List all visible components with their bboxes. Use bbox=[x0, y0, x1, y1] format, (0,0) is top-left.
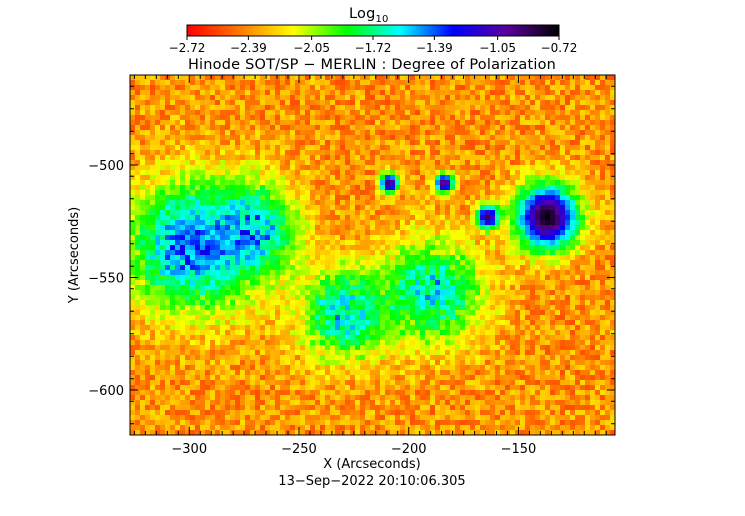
y-tick-label: −550 bbox=[88, 272, 124, 287]
colorbar-tick-label: −1.39 bbox=[416, 41, 453, 55]
colorbar-tick-label: −2.05 bbox=[293, 41, 330, 55]
y-tick-label: −500 bbox=[88, 159, 124, 174]
colorbar-tick-label: −2.39 bbox=[230, 41, 267, 55]
polarization-map bbox=[130, 75, 615, 435]
y-tick-label: −600 bbox=[88, 384, 124, 399]
colorbar-label: Log10 bbox=[349, 6, 389, 25]
x-tick-label: −200 bbox=[391, 442, 427, 457]
colorbar bbox=[187, 25, 559, 36]
timestamp: 13−Sep−2022 20:10:06.305 bbox=[278, 474, 465, 489]
colorbar-ticks: −2.72 −2.39 −2.05 −1.72 −1.39 −1.05 −0.72 bbox=[169, 36, 578, 55]
colorbar-tick-label: −1.05 bbox=[479, 41, 516, 55]
x-tick-label: −300 bbox=[171, 442, 207, 457]
x-tick-label: −150 bbox=[501, 442, 537, 457]
colorbar-tick-label: −1.72 bbox=[355, 41, 392, 55]
chart-title: Hinode SOT/SP − MERLIN : Degree of Polar… bbox=[188, 57, 556, 73]
x-tick-label: −250 bbox=[281, 442, 317, 457]
colorbar-tick-label: −0.72 bbox=[541, 41, 578, 55]
x-axis-label: X (Arcseconds) bbox=[323, 457, 420, 472]
colorbar-tick-label: −2.72 bbox=[169, 41, 206, 55]
y-axis-label: Y (Arcseconds) bbox=[67, 207, 82, 304]
